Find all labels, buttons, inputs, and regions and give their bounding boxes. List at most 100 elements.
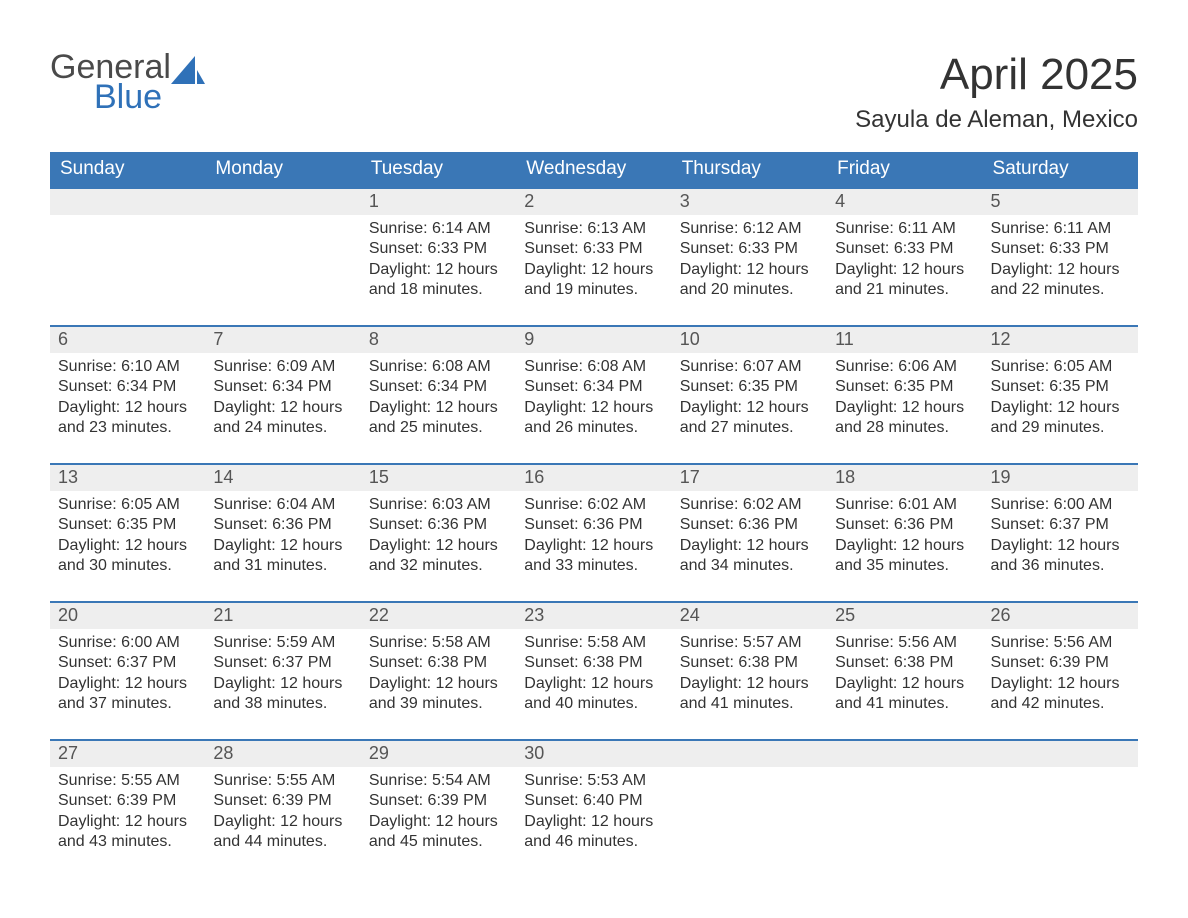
sunset-text: Sunset: 6:35 PM [58,515,197,535]
day-details: Sunrise: 6:03 AMSunset: 6:36 PMDaylight:… [361,491,516,583]
day-cell: 23Sunrise: 5:58 AMSunset: 6:38 PMDayligh… [516,602,671,740]
day-number: 25 [827,603,982,629]
day-details: Sunrise: 6:13 AMSunset: 6:33 PMDaylight:… [516,215,671,307]
sunset-text: Sunset: 6:35 PM [991,377,1130,397]
day-details: Sunrise: 6:12 AMSunset: 6:33 PMDaylight:… [672,215,827,307]
sunset-text: Sunset: 6:36 PM [213,515,352,535]
month-title: April 2025 [855,50,1138,100]
daylight-text: Daylight: 12 hours and 35 minutes. [835,536,974,577]
day-number: 13 [50,465,205,491]
day-number: 8 [361,327,516,353]
sunrise-text: Sunrise: 6:08 AM [369,357,508,377]
sunrise-text: Sunrise: 6:04 AM [213,495,352,515]
day-cell: 8Sunrise: 6:08 AMSunset: 6:34 PMDaylight… [361,326,516,464]
day-number: 22 [361,603,516,629]
daylight-text: Daylight: 12 hours and 40 minutes. [524,674,663,715]
sunset-text: Sunset: 6:38 PM [369,653,508,673]
day-cell: 25Sunrise: 5:56 AMSunset: 6:38 PMDayligh… [827,602,982,740]
day-cell: 3Sunrise: 6:12 AMSunset: 6:33 PMDaylight… [672,188,827,326]
day-cell: 22Sunrise: 5:58 AMSunset: 6:38 PMDayligh… [361,602,516,740]
day-details: Sunrise: 5:55 AMSunset: 6:39 PMDaylight:… [205,767,360,859]
sunset-text: Sunset: 6:33 PM [835,239,974,259]
day-details: Sunrise: 5:53 AMSunset: 6:40 PMDaylight:… [516,767,671,859]
sunset-text: Sunset: 6:39 PM [369,791,508,811]
sunrise-text: Sunrise: 5:54 AM [369,771,508,791]
day-number: 5 [983,189,1138,215]
daylight-text: Daylight: 12 hours and 31 minutes. [213,536,352,577]
brand-logo: General Blue [50,50,207,118]
day-cell: 16Sunrise: 6:02 AMSunset: 6:36 PMDayligh… [516,464,671,602]
day-number [983,741,1138,767]
day-cell: 2Sunrise: 6:13 AMSunset: 6:33 PMDaylight… [516,188,671,326]
daylight-text: Daylight: 12 hours and 46 minutes. [524,812,663,853]
day-number: 27 [50,741,205,767]
day-number: 15 [361,465,516,491]
sunset-text: Sunset: 6:39 PM [991,653,1130,673]
day-details: Sunrise: 5:56 AMSunset: 6:39 PMDaylight:… [983,629,1138,721]
day-cell: 9Sunrise: 6:08 AMSunset: 6:34 PMDaylight… [516,326,671,464]
page-header: General Blue April 2025 Sayula de Aleman… [50,50,1138,134]
day-header: Sunday [50,152,205,188]
sunrise-text: Sunrise: 6:13 AM [524,219,663,239]
day-cell: 15Sunrise: 6:03 AMSunset: 6:36 PMDayligh… [361,464,516,602]
day-number: 20 [50,603,205,629]
day-details: Sunrise: 6:00 AMSunset: 6:37 PMDaylight:… [983,491,1138,583]
day-cell: 28Sunrise: 5:55 AMSunset: 6:39 PMDayligh… [205,740,360,878]
sunset-text: Sunset: 6:33 PM [680,239,819,259]
daylight-text: Daylight: 12 hours and 21 minutes. [835,260,974,301]
day-number: 30 [516,741,671,767]
sunset-text: Sunset: 6:36 PM [835,515,974,535]
day-details: Sunrise: 5:57 AMSunset: 6:38 PMDaylight:… [672,629,827,721]
day-details: Sunrise: 6:09 AMSunset: 6:34 PMDaylight:… [205,353,360,445]
sunrise-text: Sunrise: 5:58 AM [369,633,508,653]
sunset-text: Sunset: 6:33 PM [524,239,663,259]
day-cell [672,740,827,878]
sunset-text: Sunset: 6:38 PM [680,653,819,673]
sunrise-text: Sunrise: 6:02 AM [524,495,663,515]
day-details: Sunrise: 5:58 AMSunset: 6:38 PMDaylight:… [516,629,671,721]
day-cell: 7Sunrise: 6:09 AMSunset: 6:34 PMDaylight… [205,326,360,464]
daylight-text: Daylight: 12 hours and 41 minutes. [680,674,819,715]
day-cell: 6Sunrise: 6:10 AMSunset: 6:34 PMDaylight… [50,326,205,464]
day-cell: 1Sunrise: 6:14 AMSunset: 6:33 PMDaylight… [361,188,516,326]
sunrise-text: Sunrise: 5:53 AM [524,771,663,791]
day-details: Sunrise: 6:05 AMSunset: 6:35 PMDaylight:… [983,353,1138,445]
location-subtitle: Sayula de Aleman, Mexico [855,106,1138,134]
daylight-text: Daylight: 12 hours and 44 minutes. [213,812,352,853]
day-number: 21 [205,603,360,629]
day-number: 4 [827,189,982,215]
day-cell: 21Sunrise: 5:59 AMSunset: 6:37 PMDayligh… [205,602,360,740]
day-details: Sunrise: 6:07 AMSunset: 6:35 PMDaylight:… [672,353,827,445]
sunset-text: Sunset: 6:34 PM [213,377,352,397]
day-details: Sunrise: 6:10 AMSunset: 6:34 PMDaylight:… [50,353,205,445]
sunrise-text: Sunrise: 6:10 AM [58,357,197,377]
day-number: 16 [516,465,671,491]
day-cell [50,188,205,326]
day-number: 6 [50,327,205,353]
sunset-text: Sunset: 6:37 PM [213,653,352,673]
sunset-text: Sunset: 6:40 PM [524,791,663,811]
daylight-text: Daylight: 12 hours and 27 minutes. [680,398,819,439]
sunrise-text: Sunrise: 6:08 AM [524,357,663,377]
day-cell [983,740,1138,878]
daylight-text: Daylight: 12 hours and 26 minutes. [524,398,663,439]
daylight-text: Daylight: 12 hours and 19 minutes. [524,260,663,301]
week-row: 1Sunrise: 6:14 AMSunset: 6:33 PMDaylight… [50,188,1138,326]
sunrise-text: Sunrise: 6:00 AM [991,495,1130,515]
day-details: Sunrise: 5:55 AMSunset: 6:39 PMDaylight:… [50,767,205,859]
day-header: Wednesday [516,152,671,188]
day-number: 1 [361,189,516,215]
day-number: 14 [205,465,360,491]
day-cell: 17Sunrise: 6:02 AMSunset: 6:36 PMDayligh… [672,464,827,602]
day-details: Sunrise: 6:00 AMSunset: 6:37 PMDaylight:… [50,629,205,721]
daylight-text: Daylight: 12 hours and 29 minutes. [991,398,1130,439]
sunrise-text: Sunrise: 6:03 AM [369,495,508,515]
day-cell: 29Sunrise: 5:54 AMSunset: 6:39 PMDayligh… [361,740,516,878]
calendar-table: Sunday Monday Tuesday Wednesday Thursday… [50,152,1138,878]
day-details: Sunrise: 5:59 AMSunset: 6:37 PMDaylight:… [205,629,360,721]
day-number [672,741,827,767]
day-cell: 18Sunrise: 6:01 AMSunset: 6:36 PMDayligh… [827,464,982,602]
sunrise-text: Sunrise: 6:11 AM [835,219,974,239]
daylight-text: Daylight: 12 hours and 36 minutes. [991,536,1130,577]
day-cell: 11Sunrise: 6:06 AMSunset: 6:35 PMDayligh… [827,326,982,464]
